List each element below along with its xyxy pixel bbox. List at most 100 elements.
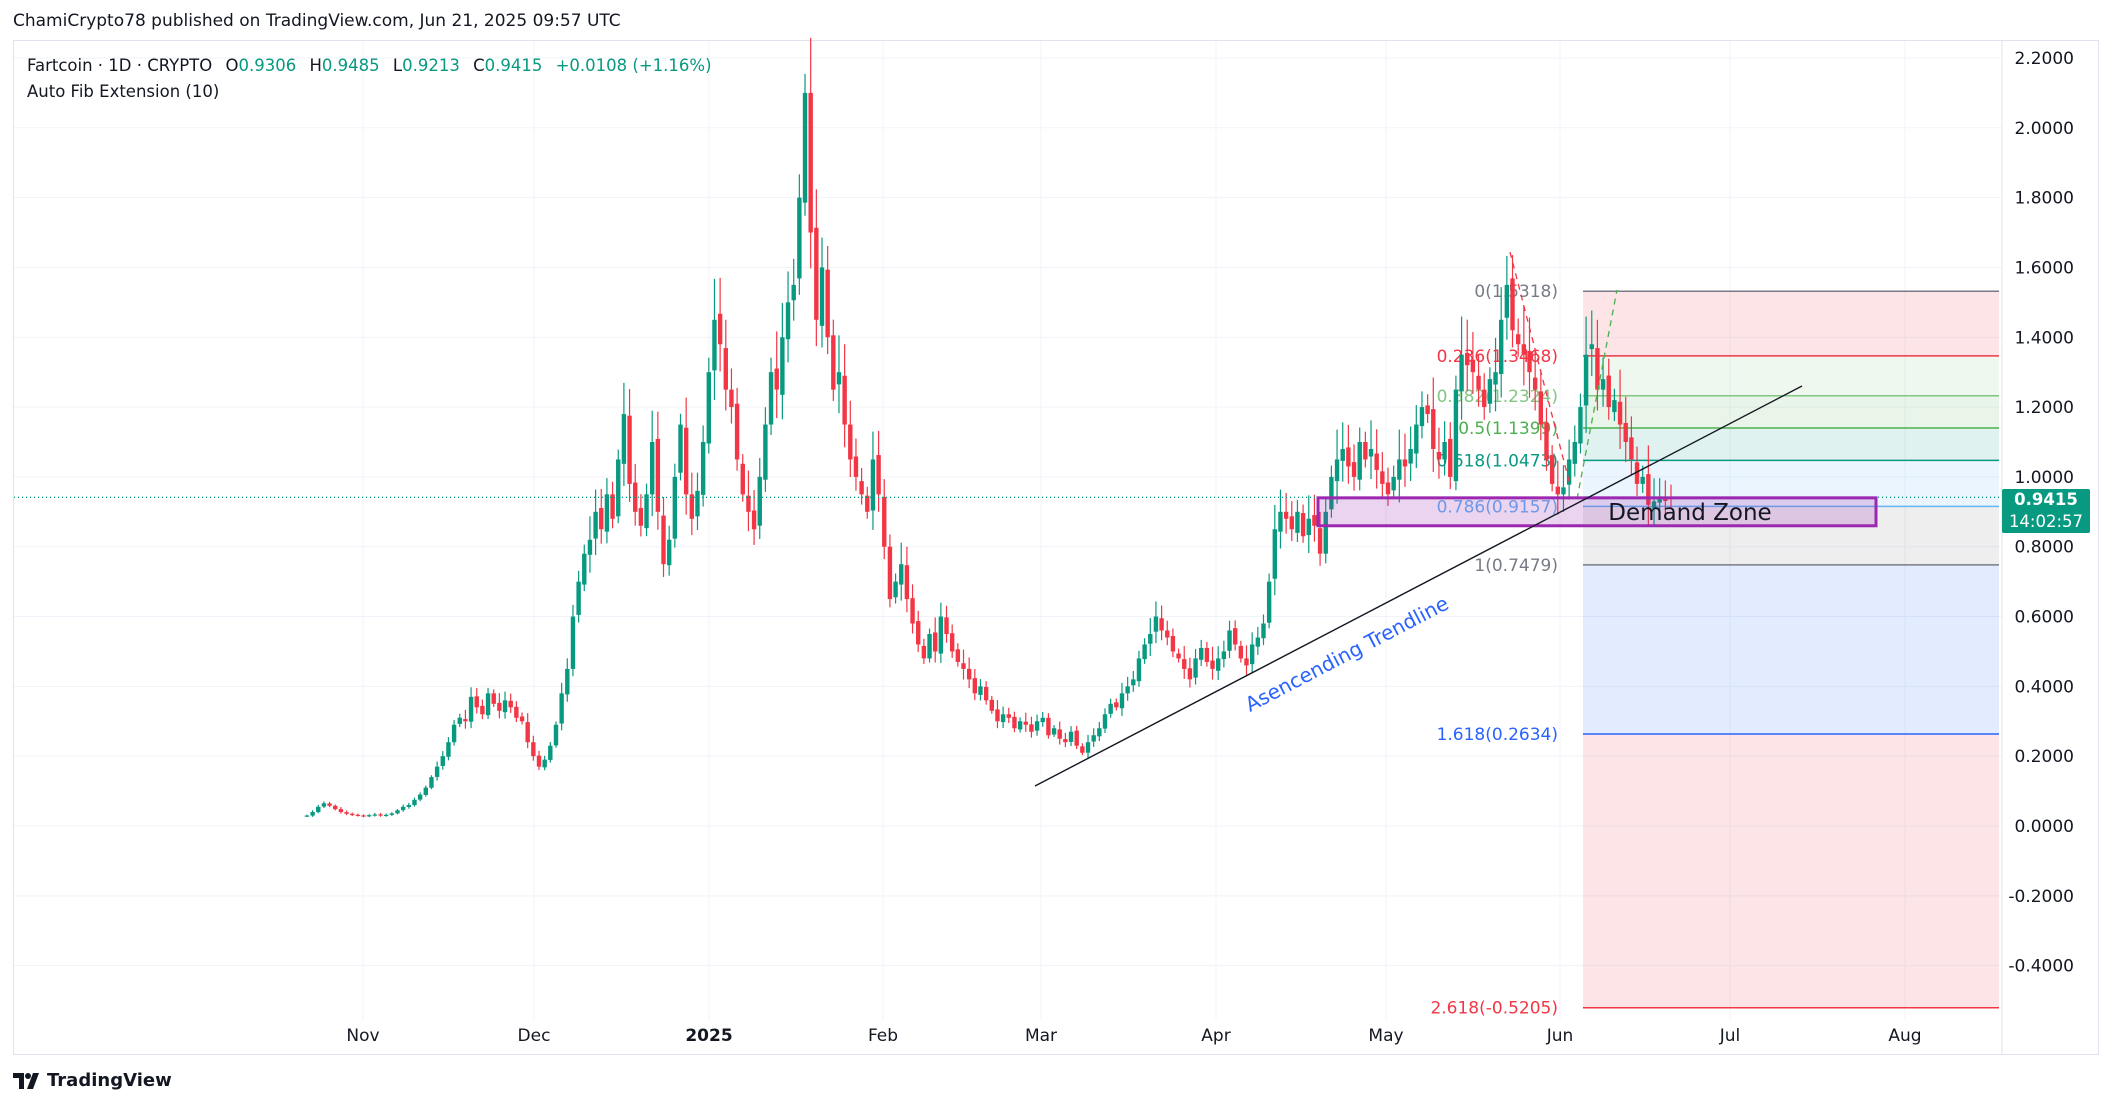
candle-body [729,389,734,408]
candle [1097,721,1102,742]
candle-body [1221,651,1227,660]
x-tick-label: May [1368,1026,1403,1046]
candle [1629,416,1634,476]
candle-body [1108,703,1113,714]
candle-body [599,508,604,530]
last-price: 0.9415 [2014,490,2078,509]
candle [678,413,683,481]
candle-body [310,812,315,816]
candle [893,573,898,604]
fib-anchor-line [1509,251,1571,486]
candle-body [899,564,904,585]
candle-body [1000,714,1006,723]
fib-level-label: 0.236(1.3468) [1437,347,1558,367]
candle [1323,498,1328,564]
candle-body [480,705,485,715]
candle-body [1425,405,1430,415]
candle [1153,601,1159,644]
symbol-label[interactable]: Fartcoin · 1D · CRYPTO [27,56,213,75]
candle [1300,504,1306,543]
candle [1487,367,1493,413]
candle [644,483,649,537]
candle-body [491,693,496,704]
candle-body [831,335,836,390]
candle-body [966,668,972,680]
candle-body [1244,658,1249,666]
candle [536,750,542,771]
candle-body [893,581,898,598]
candle-body [1623,422,1628,442]
candle-body [734,403,740,460]
demand-zone-box [1316,496,1878,528]
candle [519,712,525,725]
candle [1074,725,1079,750]
candle [768,357,774,436]
candle-body [1232,628,1238,645]
fib-zone [1583,428,1999,461]
candle-body [508,700,513,708]
grid [14,41,2002,1020]
candle [1351,444,1357,491]
candle-body [814,227,819,320]
candle-body [1255,637,1261,647]
candle [700,425,706,507]
candle [383,813,389,817]
candle-body [650,441,655,495]
candle-body [1419,407,1425,427]
candle [1476,354,1481,407]
candle [395,809,400,815]
candle [327,801,332,808]
fib-level-label: 1(0.7479) [1474,556,1558,576]
candle [1617,369,1623,450]
fib-zone [1583,506,1999,565]
candle [1493,337,1498,412]
candle [1544,407,1549,471]
candle-body [859,481,864,495]
candle-body [644,494,649,529]
candle [763,407,768,492]
indicator-label[interactable]: Auto Fib Extension (10) [27,82,220,101]
candle-body [1131,679,1136,686]
candle-body [1097,728,1102,737]
x-tick-label: Jun [1546,1026,1574,1046]
footer-logo[interactable]: TradingView [13,1070,172,1091]
candle [1289,501,1294,542]
candle [1029,716,1034,738]
candle-body [717,313,723,345]
candle [853,438,859,491]
candle [1034,714,1040,736]
candle-body [1583,354,1589,406]
candle [1521,305,1527,386]
fib-level-label: 1.618(0.2634) [1437,725,1558,745]
candle-body [372,814,378,816]
candle [316,804,321,814]
candle-body [944,617,949,634]
trendline-label: Asencending Trendline [1241,591,1452,717]
candle-body [1210,660,1215,669]
x-tick-label: Jul [1719,1026,1741,1046]
candle [1532,351,1538,411]
candle [717,277,723,372]
candle [423,785,428,797]
change-value: +0.0108 (+1.16%) [555,56,712,75]
candle-body [1289,516,1294,530]
candle-body [1595,348,1600,390]
candle [814,189,819,347]
candle-body [751,510,757,530]
candle-body [1323,511,1328,554]
candle [1346,424,1351,484]
candle [938,602,944,663]
y-tick-label: 1.2000 [2015,398,2074,418]
candle-body [961,663,966,669]
candle-body [1555,486,1560,495]
candle-body [695,490,700,517]
candle-body [978,686,983,695]
candle-body [316,806,321,812]
candle [502,691,508,719]
candle [1583,316,1589,433]
candle [565,658,570,702]
candle [1091,728,1096,747]
candle-body [321,803,327,807]
candle-body [933,632,938,652]
